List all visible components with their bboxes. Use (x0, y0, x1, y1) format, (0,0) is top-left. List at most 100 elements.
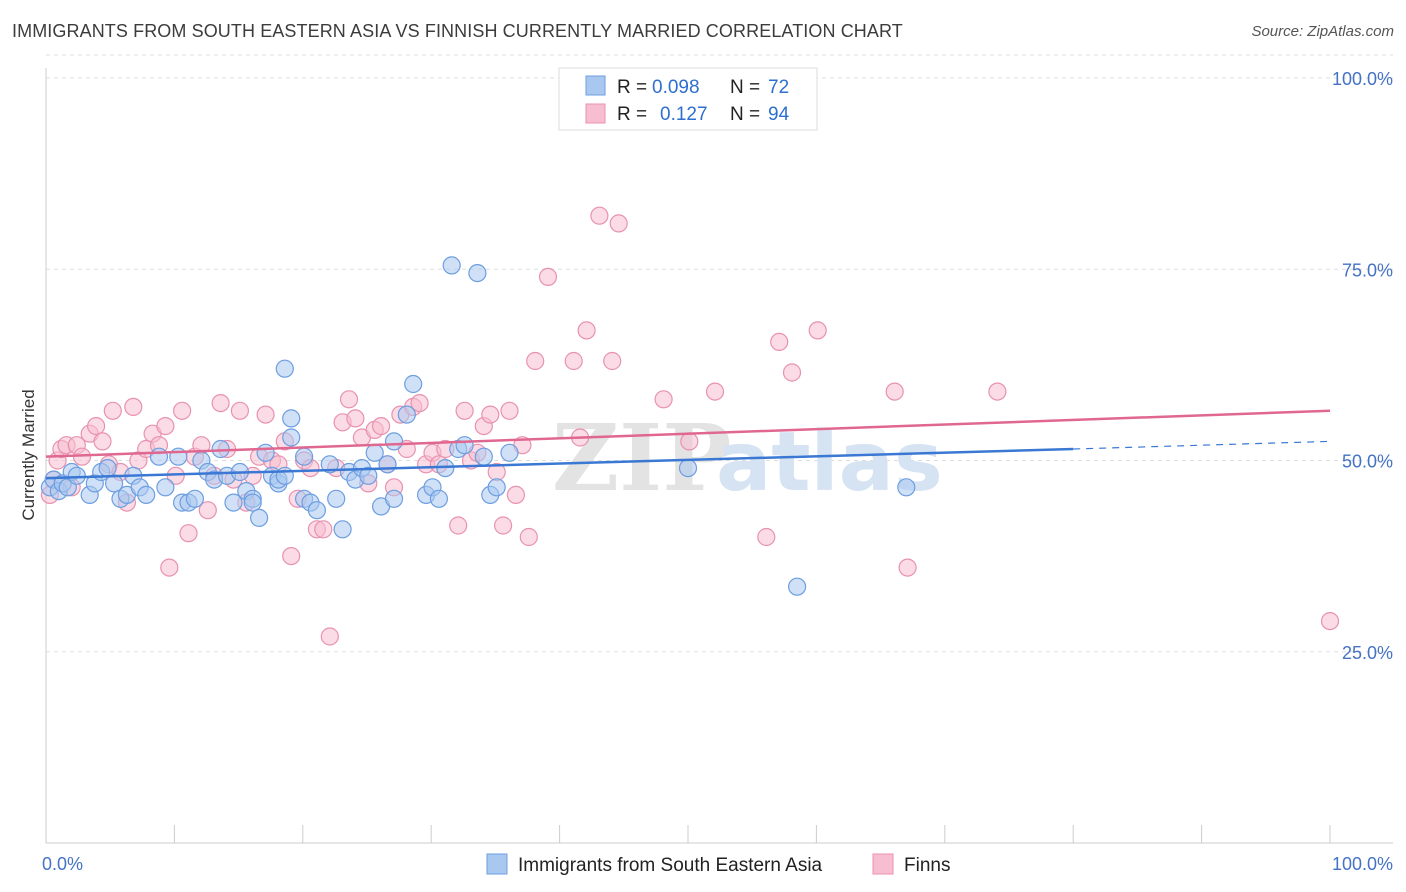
sea-point (897, 478, 916, 497)
finns-point (770, 332, 789, 351)
x-tick-labels: 0.0% 100.0% (42, 854, 1393, 874)
watermark-zip: ZIP (552, 404, 731, 512)
finns-point (506, 485, 526, 504)
finns-point (124, 397, 143, 416)
legend-n-value-finns: 94 (768, 104, 790, 125)
legend-r-label-sea: R = (617, 77, 647, 98)
sea-point (333, 520, 352, 539)
finns-point (320, 627, 339, 646)
sea-point (500, 443, 519, 462)
grid-lines (46, 54, 1393, 653)
finns-point (156, 417, 175, 436)
y-tick-label: 75.0% (1342, 260, 1393, 280)
trend-lines (45, 409, 1331, 480)
watermark: ZIP atlas (552, 404, 943, 512)
x-tick-label: 100.0% (1332, 854, 1393, 874)
sea-point (384, 432, 404, 451)
finns-point (86, 417, 106, 436)
sea-point (678, 459, 698, 478)
sea-point (137, 485, 156, 504)
finns-point (500, 401, 519, 420)
finns-point (346, 409, 365, 428)
finns-point (705, 382, 725, 401)
y-tick-label: 25.0% (1342, 643, 1393, 663)
legend-r-value-sea: 0.098 (652, 77, 700, 98)
finns-point (680, 432, 699, 451)
bottom-legend-label-finns: Finns (904, 855, 950, 876)
y-tick-label: 100.0% (1332, 69, 1393, 89)
finns-point (603, 351, 622, 371)
finns-point (339, 390, 359, 409)
sea-point (185, 489, 204, 508)
finns-point (256, 405, 275, 424)
sea-point (442, 256, 461, 275)
finns-point (1320, 611, 1340, 631)
sea-point (243, 493, 262, 512)
finns-point (564, 351, 583, 371)
finns-point (757, 527, 776, 547)
sea-point (327, 489, 346, 508)
sea-point (320, 455, 339, 474)
finns-point (577, 321, 596, 340)
finns-point (372, 417, 391, 436)
y-axis-label: Currently Married (19, 389, 38, 520)
finns-point (481, 405, 500, 424)
finns-point (449, 516, 468, 535)
finns-point (410, 394, 429, 413)
finns-trend-line (45, 409, 1331, 458)
sea-point (98, 459, 117, 478)
sea-point (104, 474, 124, 493)
sea-point (468, 264, 487, 283)
sea-point (384, 489, 404, 508)
x-tick-label: 0.0% (42, 854, 83, 874)
sea-point (67, 466, 86, 485)
finns-point (455, 401, 474, 420)
legend-n-value-sea: 72 (768, 77, 789, 98)
legend-swatch-finns (585, 103, 606, 124)
sea-point (256, 443, 275, 462)
finns-point (988, 382, 1007, 401)
finns-point (314, 520, 333, 539)
sea-point (429, 489, 448, 508)
sea-point (487, 478, 506, 497)
finns-point (103, 401, 122, 420)
sea-point (404, 374, 423, 394)
y-tick-labels: 25.0% 50.0% 75.0% 100.0% (1332, 69, 1393, 663)
finns-point (609, 214, 628, 233)
chart-source: Source: ZipAtlas.com (1251, 23, 1394, 40)
finns-point (519, 527, 538, 547)
finns-point (590, 206, 609, 225)
sea-point (282, 428, 301, 447)
bottom-legend-swatch-sea (486, 853, 508, 875)
finns-point (173, 401, 192, 420)
finns-point (782, 363, 802, 382)
finns-point (282, 546, 301, 566)
chart-title: IMMIGRANTS FROM SOUTH EASTERN ASIA VS FI… (12, 21, 903, 41)
sea-point (250, 508, 269, 528)
finns-point (230, 401, 249, 420)
sea-point (307, 501, 326, 520)
legend-r-value-finns: 0.127 (660, 104, 708, 125)
sea-point (787, 577, 807, 596)
finns-point (211, 394, 230, 413)
finns-point (179, 524, 198, 543)
finns-point (538, 267, 558, 286)
finns-point (808, 321, 827, 340)
finns-point (654, 390, 673, 409)
bottom-legend-swatch-finns (872, 853, 894, 875)
y-tick-label: 50.0% (1342, 452, 1393, 472)
legend-r-label-finns: R = (617, 104, 647, 125)
finns-point (526, 351, 545, 371)
legend-n-label-sea: N = (730, 77, 760, 98)
sea-point (455, 436, 474, 455)
sea-point (275, 466, 294, 485)
finns-point (885, 382, 904, 401)
sea-point (282, 409, 301, 428)
top-legend: R = 0.098 N = 72 R = 0.127 N = 94 (558, 67, 818, 131)
sea-point (378, 455, 397, 474)
bottom-legend-label-sea: Immigrants from South Eastern Asia (518, 855, 823, 876)
legend-swatch-sea (585, 75, 606, 96)
sea-trend-extension (1073, 440, 1331, 450)
sea-point (397, 405, 416, 424)
